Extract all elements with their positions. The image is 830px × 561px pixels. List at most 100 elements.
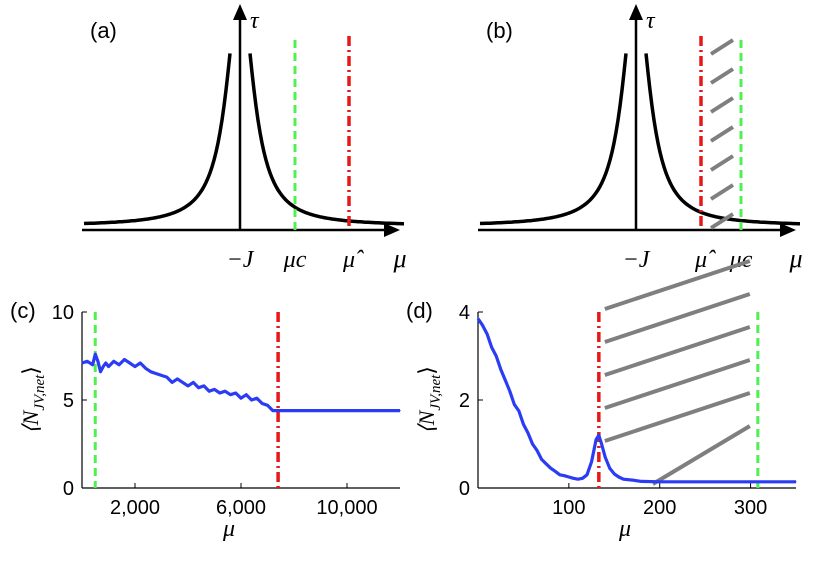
series-point [581, 477, 584, 479]
series-point [92, 364, 94, 366]
series-point [176, 378, 178, 380]
series-point [618, 476, 620, 478]
series-point [559, 474, 561, 476]
x-tick-label: 10,000 [316, 497, 377, 519]
y-label-close: ⟩ [414, 366, 439, 375]
series-point [522, 423, 525, 425]
series-point [795, 481, 797, 483]
lorentzian-right [644, 53, 800, 226]
series-point [166, 376, 168, 378]
series-point [240, 397, 242, 399]
series-point [631, 479, 634, 481]
series-point [399, 410, 401, 412]
series-point [513, 403, 515, 405]
series-point [150, 371, 152, 373]
series-point [477, 318, 479, 320]
series-point [245, 394, 247, 396]
series-point [107, 366, 110, 368]
x-tick-label: 300 [734, 497, 767, 519]
series-point [293, 410, 295, 412]
series-point [113, 360, 115, 362]
series-point [251, 399, 253, 401]
y-label-subscript: JV,net [428, 374, 444, 411]
panel-b: (b) τ−J μcμ̂ μ [478, 4, 803, 273]
series-point [509, 390, 511, 392]
hatch-line [651, 424, 751, 486]
series-point [586, 474, 588, 476]
series-point [495, 355, 497, 357]
series-point [155, 373, 157, 375]
series-point [572, 477, 575, 479]
series-point [102, 366, 104, 368]
series-point [208, 390, 210, 392]
panel-d: (d) 100 200 300 0 2 4 μ ⟨NJV,net⟩ [406, 259, 797, 542]
series-point [491, 346, 493, 348]
series-point [541, 458, 543, 460]
series-point [591, 461, 593, 463]
x-tick-label: 200 [643, 497, 676, 519]
series-point [118, 364, 120, 366]
y-label-close: ⟩ [18, 366, 43, 375]
label-mu-hat: μ̂ [694, 247, 716, 273]
label-minus-j: −J [623, 247, 651, 273]
label-minus-j: −J [227, 247, 255, 273]
series-point [224, 390, 226, 392]
series-point [531, 443, 534, 445]
hatch-line [604, 325, 751, 377]
y-tick-label: 10 [52, 302, 74, 324]
series-point [536, 450, 538, 452]
y-axis-arrow [629, 4, 643, 20]
lorentzian-left [479, 53, 628, 226]
series-point [213, 388, 216, 390]
series-point [554, 470, 556, 472]
series-point [563, 475, 565, 477]
series-point [81, 362, 83, 364]
x-tick-label: 2,000 [110, 497, 160, 519]
series-point [182, 381, 184, 383]
y-tick-label: 5 [63, 390, 74, 412]
series-point [160, 374, 163, 376]
series-point [99, 371, 102, 373]
series-point [319, 410, 322, 412]
series-point [613, 473, 615, 475]
hatch-line [709, 67, 735, 85]
series-point [500, 368, 502, 370]
label-mu-hat: μ̂ [342, 247, 364, 273]
series-point [601, 443, 603, 445]
series-point [704, 481, 706, 483]
series-point [750, 481, 752, 483]
series-point [198, 387, 200, 389]
series-point [677, 481, 679, 483]
y-tick-label: 2 [459, 390, 470, 412]
hatch-line [604, 358, 751, 410]
series-point [86, 360, 88, 362]
series-point [229, 394, 231, 396]
series-point [604, 456, 606, 458]
hatch-line [709, 38, 735, 56]
series-point [481, 324, 484, 326]
x-tick-label: 100 [552, 497, 585, 519]
x-axis-label: μ [222, 516, 235, 542]
hatch-line [604, 292, 751, 344]
series-point [577, 478, 579, 480]
series-point [372, 410, 375, 412]
series-point [550, 467, 552, 469]
panel-label: (b) [486, 18, 513, 43]
x-axis-arrow [384, 223, 400, 237]
series-point [203, 385, 205, 387]
hatch-line [709, 125, 735, 143]
hatch-line [709, 183, 735, 201]
label-mu: μ [788, 244, 802, 273]
panel-a: (a) τ −J μc μ̂ μ [82, 4, 407, 273]
y-axis-label-tau: τ [646, 8, 656, 34]
label-mu: μ [392, 244, 406, 273]
series-line [476, 317, 796, 484]
series-point [568, 476, 570, 478]
series-point [94, 353, 96, 355]
hatch-line [709, 96, 735, 114]
series-point [171, 381, 173, 383]
x-tick-label: 6,000 [216, 497, 266, 519]
series-point [640, 480, 643, 482]
series-point [261, 402, 263, 405]
